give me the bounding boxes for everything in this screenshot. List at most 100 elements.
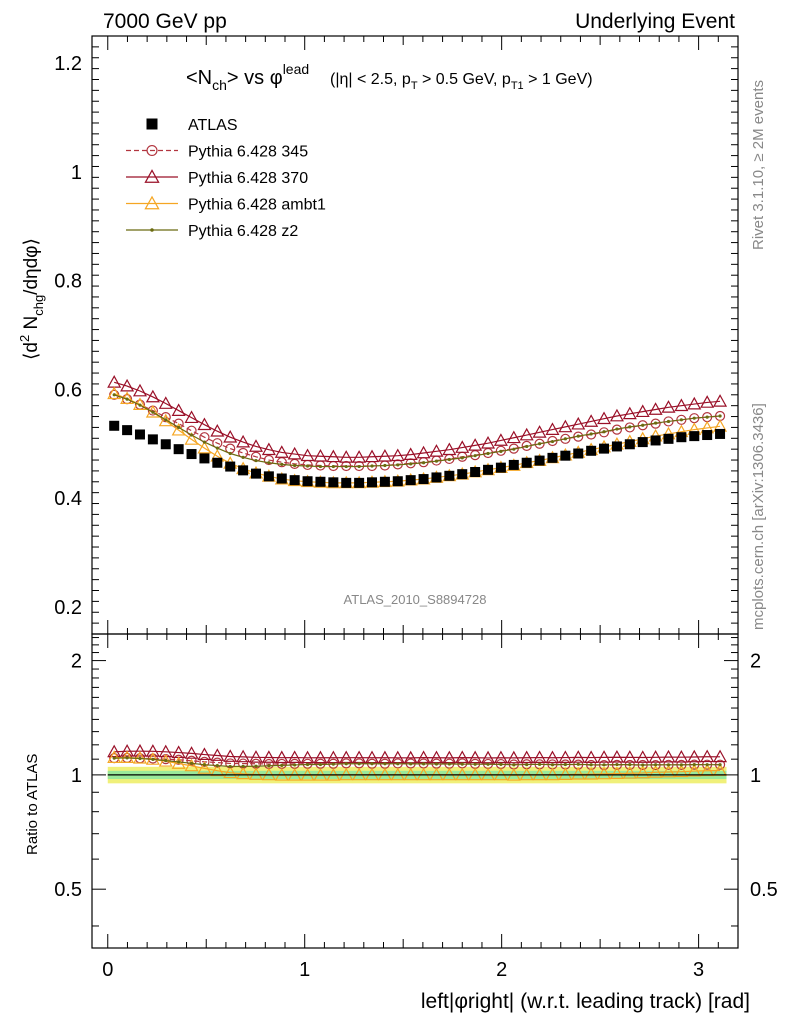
atlas-point: [289, 475, 300, 486]
pythia-6-428-370-ratio-point: [455, 750, 470, 764]
pythia-6-428-z2-ratio-point: [344, 762, 348, 766]
pythia-6-428-ambt1-ratio-point: [184, 758, 199, 772]
atlas-point: [302, 476, 313, 487]
pythia-6-428-z2-point: [357, 464, 361, 469]
atlas-point: [315, 476, 326, 487]
pythia-6-428-ambt1-ratio-point: [132, 750, 147, 764]
atlas-point: [715, 428, 726, 439]
pythia-6-428-z2-point: [666, 419, 671, 424]
pythia-6-428-370-ratio-point: [468, 750, 483, 764]
pythia-6-428-ambt1-point: [158, 413, 173, 427]
pythia-6-428-z2-point: [628, 425, 632, 429]
atlas-point: [341, 477, 352, 488]
atlas-point: [444, 470, 455, 481]
pythia-6-428-ambt1-ratio-point: [622, 766, 637, 779]
pythia-6-428-345-point: [534, 438, 545, 449]
svg-text:<Nch> vs φlead: <Nch> vs φlead: [186, 61, 309, 93]
pythia-6-428-z2-ratio-point: [589, 763, 593, 767]
atlas-point: [173, 444, 184, 455]
pythia-6-428-370-ratio-point: [287, 750, 302, 763]
pythia-6-428-z2-point: [331, 464, 335, 469]
pythia-6-428-370-point: [700, 395, 715, 408]
pythia-6-428-z2-ratio-point: [666, 763, 671, 767]
pythia-6-428-z2-point: [512, 447, 516, 451]
pythia-6-428-345-point: [560, 433, 571, 444]
atlas-point: [238, 465, 249, 476]
pythia-6-428-370-point: [184, 410, 199, 424]
pythia-6-428-z2-point: [421, 461, 426, 465]
pythia-6-428-370-point: [442, 442, 457, 456]
ratio-series-layer: [107, 743, 728, 781]
pythia-6-428-z2-point: [537, 442, 542, 446]
pythia-6-428-z2-point: [215, 446, 219, 450]
title-main: <N: [186, 67, 212, 89]
pythia-6-428-z2-ratio-point: [254, 764, 258, 768]
pythia-6-428-z2-ratio-point: [383, 762, 387, 766]
ratio-axis-ticks: 0 1 2 3 0.5 0.5 1 1 2 2: [54, 634, 778, 981]
pythia-6-428-z2-ratio-point: [396, 762, 400, 766]
pythia-6-428-370-point: [145, 389, 160, 403]
pythia-6-428-ambt1-ratio-point: [223, 765, 238, 779]
pythia-6-428-345-point: [263, 454, 274, 466]
atlas-point: [599, 443, 610, 454]
pythia-6-428-370-ratio-point: [132, 743, 147, 757]
pythia-6-428-z2-ratio-point: [563, 762, 567, 767]
pythia-6-428-370-point: [468, 438, 483, 451]
pythia-6-428-370-ratio-point: [300, 750, 315, 764]
pythia-6-428-370-point: [261, 442, 276, 456]
y-tick-label: 0.5: [54, 879, 82, 901]
pythia-6-428-ambt1-point: [197, 440, 212, 454]
pythia-6-428-ambt1-point: [184, 432, 199, 445]
pythia-6-428-370-point: [210, 423, 225, 437]
pythia-6-428-z2-point: [125, 397, 129, 401]
pythia-6-428-z2-ratio-point: [189, 761, 194, 765]
pythia-6-428-z2-point: [589, 432, 593, 436]
atlas-point: [405, 475, 416, 486]
atlas-point: [495, 462, 506, 473]
pythia-6-428-370-point: [622, 406, 637, 420]
pythia-6-428-z2-ratio-point: [138, 756, 142, 761]
pythia-6-428-z2-ratio-point: [525, 762, 529, 767]
pythia-6-428-370-point: [532, 425, 547, 438]
main-series-layer: [107, 375, 728, 489]
atlas-point: [212, 457, 223, 468]
pythia-6-428-ambt1-ratio-point: [687, 763, 702, 777]
pythia-6-428-z2-ratio-point: [280, 763, 284, 767]
pythia-6-428-z2-ratio-point: [434, 762, 439, 766]
atlas-point: [586, 445, 597, 456]
atlas-point: [122, 425, 133, 436]
pythia-6-428-z2-ratio-point: [293, 763, 297, 767]
legend-marker: [146, 144, 158, 157]
legend-item: Pythia 6.428 345: [126, 144, 308, 161]
pythia-6-428-370-point: [339, 450, 354, 463]
atlas-point: [367, 477, 378, 488]
y-tick-label: 1.2: [54, 53, 82, 75]
pythia-6-428-370-point: [313, 448, 328, 462]
side-label-bottom: mcplots.cern.ch [arXiv:1306.3436]: [750, 403, 767, 630]
pythia-6-428-ambt1-ratio-point: [571, 766, 586, 780]
pythia-6-428-z2-point: [653, 421, 658, 425]
pythia-6-428-370-ratio-point: [713, 749, 728, 763]
analysis-watermark: ATLAS_2010_S8894728: [344, 592, 487, 607]
x-tick-label: 1: [299, 959, 310, 981]
title-main-sub: ch: [212, 77, 227, 93]
pythia-6-428-z2-point: [305, 464, 310, 468]
pythia-6-428-370-ratio-point: [313, 750, 328, 764]
atlas-point: [650, 435, 661, 446]
pythia-6-428-370-point: [519, 427, 534, 441]
legend-label: Pythia 6.428 ambt1: [188, 197, 326, 214]
pythia-6-428-370-point: [236, 434, 251, 448]
pythia-6-428-ambt1-line: [113, 393, 721, 484]
pythia-6-428-ambt1-ratio-point: [584, 766, 599, 780]
pythia-6-428-z2-ratio-line: [114, 757, 721, 768]
pythia-6-428-z2-point: [460, 456, 464, 460]
pythia-6-428-370-ratio-point: [120, 743, 135, 757]
x-tick-label: 0: [102, 959, 113, 981]
y-tick-label: 0.4: [54, 488, 82, 510]
pythia-6-428-370-ratio-point: [635, 750, 650, 763]
pythia-6-428-370-point: [158, 396, 173, 409]
pythia-6-428-z2-point: [112, 393, 116, 397]
pythia-6-428-z2-ratio-point: [241, 764, 245, 768]
pythia-6-428-370-ratio-point: [158, 744, 173, 758]
pythia-6-428-z2-ratio-point: [692, 763, 696, 767]
